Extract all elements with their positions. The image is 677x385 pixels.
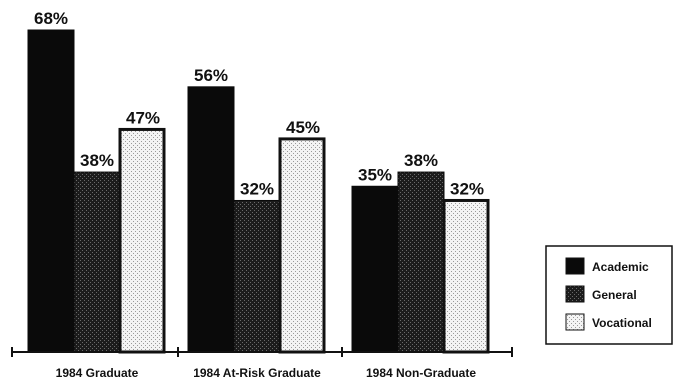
bar-academic-1984-non-graduate [351,185,399,353]
value-labels-group: 68% 38% 47% 56% 32% 45% 35% 38% 32% [34,9,484,198]
value-label-vocational-1984-at-risk-graduate: 45% [286,118,320,137]
value-label-vocational-1984-graduate: 47% [126,108,160,127]
value-label-academic-1984-non-graduate: 35% [358,165,392,184]
x-axis-ticks [11,347,513,357]
bar-vocational-1984-graduate [118,127,166,354]
value-label-general-1984-graduate: 38% [80,151,114,170]
bar-academic-1984-at-risk-graduate [187,86,235,353]
legend-label-general: General [592,288,637,302]
legend: Academic General Vocational [545,245,673,345]
bar-general-1984-graduate [73,171,121,353]
legend-swatch-vocational [565,313,585,331]
bar-vocational-1984-at-risk-graduate [278,137,326,354]
value-label-academic-1984-graduate: 68% [34,9,68,28]
value-label-vocational-1984-non-graduate: 32% [450,179,484,198]
value-label-general-1984-at-risk-graduate: 32% [240,179,274,198]
bars-group [27,29,490,354]
legend-swatch-academic [565,257,585,275]
bar-general-1984-non-graduate [397,171,445,353]
category-label-1984-graduate: 1984 Graduate [56,366,139,380]
category-label-1984-at-risk-graduate: 1984 At-Risk Graduate [193,366,321,380]
category-labels-group: 1984 Graduate 1984 At-Risk Graduate 1984 N… [56,366,477,380]
category-label-1984-non-graduate: 1984 Non-Graduate [366,366,476,380]
value-label-general-1984-non-graduate: 38% [404,151,438,170]
bar-vocational-1984-non-graduate [442,198,490,354]
value-label-academic-1984-at-risk-graduate: 56% [194,66,228,85]
legend-label-academic: Academic [592,260,649,274]
legend-swatch-general [565,285,585,303]
bar-academic-1984-graduate [27,29,75,353]
bar-general-1984-at-risk-graduate [233,199,281,353]
legend-label-vocational: Vocational [592,316,652,330]
